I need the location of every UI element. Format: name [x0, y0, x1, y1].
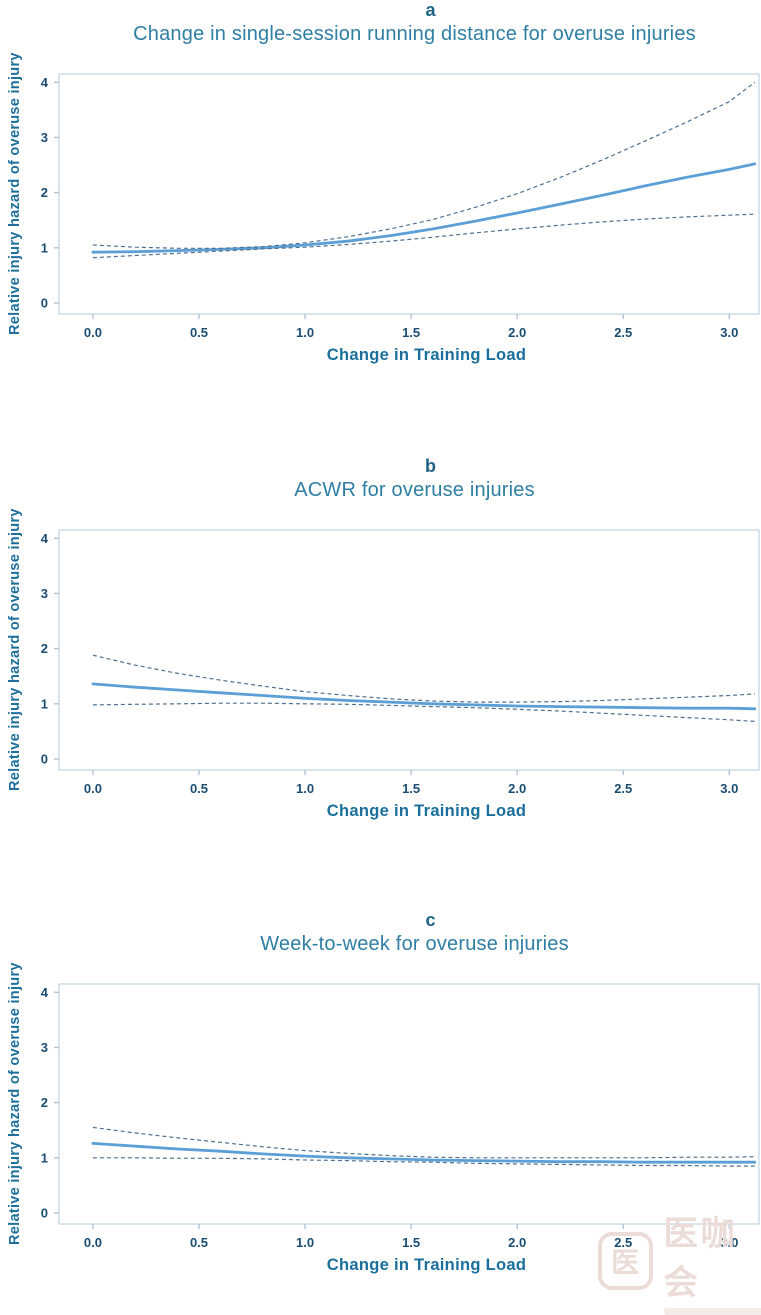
- panel-a-x-axis-label: Change in Training Load: [326, 346, 527, 364]
- svg-text:2.0: 2.0: [508, 781, 526, 796]
- svg-text:2: 2: [41, 1095, 48, 1110]
- svg-text:2.5: 2.5: [614, 1235, 632, 1250]
- svg-text:3.0: 3.0: [720, 1235, 738, 1250]
- panel-c-letter: c: [425, 910, 436, 930]
- svg-text:0: 0: [41, 295, 48, 310]
- svg-text:3.0: 3.0: [720, 781, 738, 796]
- watermark-logo-icon: 医: [598, 1231, 653, 1290]
- svg-text:1: 1: [41, 240, 48, 255]
- svg-text:0.5: 0.5: [190, 325, 208, 340]
- svg-text:1.0: 1.0: [296, 325, 314, 340]
- svg-text:0.5: 0.5: [190, 781, 208, 796]
- svg-text:1.5: 1.5: [402, 781, 420, 796]
- svg-text:0.5: 0.5: [190, 1235, 208, 1250]
- svg-text:2: 2: [41, 641, 48, 656]
- panel-c: c Week-to-week for overuse injuries Rela…: [0, 910, 761, 1290]
- watermark-text-block: 医咖会: [663, 1206, 761, 1315]
- svg-text:1.0: 1.0: [296, 781, 314, 796]
- svg-text:3.0: 3.0: [720, 325, 738, 340]
- panel-c-x-axis-label: Change in Training Load: [326, 1256, 527, 1274]
- panel-a-letter: a: [425, 0, 436, 20]
- watermark-subtext-bar: [663, 1308, 761, 1315]
- watermark-text: 医咖会: [663, 1215, 738, 1302]
- svg-text:0.0: 0.0: [84, 1235, 102, 1250]
- panel-b-chart: 0.0 0.5 1.0 1.5 2.0 2.5 3.0 0 1 2 3 4: [41, 529, 760, 796]
- svg-text:1: 1: [41, 1150, 48, 1165]
- svg-text:3: 3: [41, 130, 48, 145]
- svg-text:4: 4: [41, 531, 49, 546]
- svg-text:4: 4: [41, 75, 49, 90]
- svg-text:0.0: 0.0: [84, 325, 102, 340]
- svg-text:2.0: 2.0: [508, 1235, 526, 1250]
- panel-c-title: Week-to-week for overuse injuries: [260, 933, 569, 955]
- svg-text:1.5: 1.5: [402, 1235, 420, 1250]
- svg-text:1.5: 1.5: [402, 325, 420, 340]
- panel-a-chart: 0.0 0.5 1.0 1.5 2.0 2.5 3.0 0 1 2 3 4: [41, 73, 760, 340]
- svg-text:2.5: 2.5: [614, 781, 632, 796]
- svg-text:3: 3: [41, 586, 48, 601]
- svg-text:2.5: 2.5: [614, 325, 632, 340]
- panel-a: a Change in single-session running dista…: [0, 0, 761, 380]
- svg-text:0: 0: [41, 1205, 48, 1220]
- panel-b: b ACWR for overuse injuries Relative inj…: [0, 456, 761, 836]
- svg-text:1: 1: [41, 696, 48, 711]
- svg-text:0.0: 0.0: [84, 781, 102, 796]
- panel-a-title: Change in single-session running distanc…: [133, 23, 696, 45]
- svg-text:4: 4: [41, 985, 49, 1000]
- panel-c-chart: 0.0 0.5 1.0 1.5 2.0 2.5 3.0 0 1 2 3 4: [41, 983, 760, 1250]
- panel-b-letter: b: [425, 456, 436, 476]
- panel-b-title: ACWR for overuse injuries: [294, 479, 535, 501]
- svg-text:1.0: 1.0: [296, 1235, 314, 1250]
- svg-text:2: 2: [41, 185, 48, 200]
- svg-text:3: 3: [41, 1040, 48, 1055]
- svg-text:0: 0: [41, 751, 48, 766]
- svg-text:2.0: 2.0: [508, 325, 526, 340]
- panel-b-x-axis-label: Change in Training Load: [326, 802, 527, 820]
- watermark: 医 医咖会: [598, 1206, 761, 1315]
- watermark-logo-glyph: 医: [611, 1246, 640, 1278]
